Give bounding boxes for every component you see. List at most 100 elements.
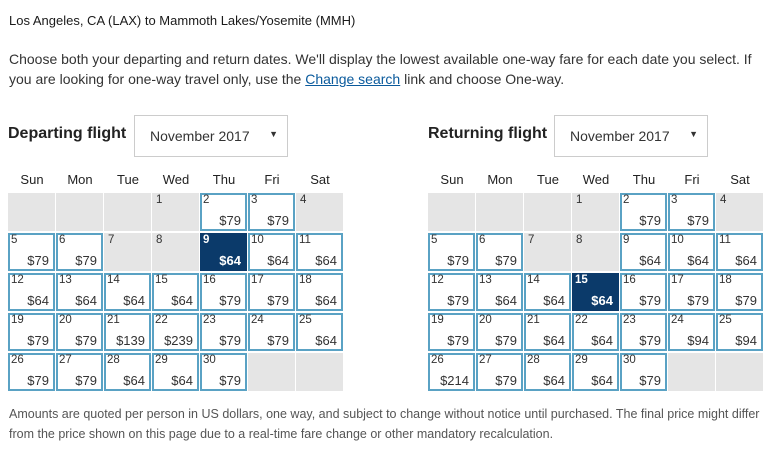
calendar-day-unavailable: 7: [524, 233, 571, 271]
day-number: 1: [576, 194, 583, 206]
calendar-day[interactable]: 2 $79: [620, 193, 667, 231]
day-number: 28: [107, 354, 120, 366]
day-number: 23: [203, 314, 216, 326]
fare-price: $79: [447, 253, 469, 268]
calendar-day-selected[interactable]: 9 $64: [200, 233, 247, 271]
calendar-day[interactable]: 13 $64: [56, 273, 103, 311]
weekday-label: Fri: [684, 172, 700, 187]
calendar-day[interactable]: 29 $64: [152, 353, 199, 391]
calendar-day[interactable]: 24 $79: [248, 313, 295, 351]
fare-price: $79: [219, 213, 241, 228]
day-number: 17: [251, 274, 264, 286]
calendar-day[interactable]: 16 $79: [620, 273, 667, 311]
day-number: 10: [251, 234, 264, 246]
calendar-day[interactable]: 21 $64: [524, 313, 571, 351]
route-title: Los Angeles, CA (LAX) to Mammoth Lakes/Y…: [9, 13, 356, 28]
day-number: 3: [671, 194, 678, 206]
intro-text-after: link and choose One-way.: [400, 71, 565, 87]
fare-price: $64: [123, 373, 145, 388]
departing-weekday-header: Sun Mon Tue Wed Thu Fri Sat: [8, 172, 348, 188]
fare-price: $79: [219, 333, 241, 348]
calendar-day[interactable]: 22 $64: [572, 313, 619, 351]
weekday-label: Mon: [67, 172, 93, 187]
calendar-day[interactable]: 11 $64: [716, 233, 763, 271]
fare-price: $64: [543, 333, 565, 348]
calendar-day-unavailable: 7: [104, 233, 151, 271]
departing-month-select[interactable]: November 2017 ▼: [134, 115, 288, 157]
calendar-day[interactable]: 21 $139: [104, 313, 151, 351]
calendar-day[interactable]: 19 $79: [428, 313, 475, 351]
calendar-day[interactable]: 22 $239: [152, 313, 199, 351]
calendar-day[interactable]: 14 $64: [104, 273, 151, 311]
calendar-day[interactable]: 23 $79: [200, 313, 247, 351]
day-number: 10: [671, 234, 684, 246]
day-number: 14: [107, 274, 120, 286]
calendar-day[interactable]: 16 $79: [200, 273, 247, 311]
calendar-day[interactable]: 10 $64: [248, 233, 295, 271]
fare-price: $79: [639, 293, 661, 308]
intro-text: Choose both your departing and return da…: [9, 49, 769, 89]
calendar-day[interactable]: 30 $79: [200, 353, 247, 391]
calendar-day[interactable]: 5 $79: [8, 233, 55, 271]
calendar-day[interactable]: 27 $79: [476, 353, 523, 391]
day-number: 13: [479, 274, 492, 286]
day-number: 7: [528, 234, 535, 246]
calendar-day[interactable]: 28 $64: [524, 353, 571, 391]
calendar-day[interactable]: 6 $79: [476, 233, 523, 271]
calendar-day[interactable]: 20 $79: [56, 313, 103, 351]
fare-price: $64: [219, 253, 241, 268]
calendar-day[interactable]: 17 $79: [248, 273, 295, 311]
calendar-day[interactable]: 5 $79: [428, 233, 475, 271]
calendar-day[interactable]: 24 $94: [668, 313, 715, 351]
day-number: 12: [11, 274, 24, 286]
day-number: 22: [155, 314, 168, 326]
calendar-day[interactable]: 17 $79: [668, 273, 715, 311]
day-number: 5: [11, 234, 18, 246]
calendar-empty-cell: [56, 193, 103, 231]
fare-price: $79: [267, 213, 289, 228]
calendar-day[interactable]: 29 $64: [572, 353, 619, 391]
calendar-day[interactable]: 3 $79: [668, 193, 715, 231]
day-number: 28: [527, 354, 540, 366]
calendar-day[interactable]: 3 $79: [248, 193, 295, 231]
calendar-day[interactable]: 18 $79: [716, 273, 763, 311]
calendar-day[interactable]: 14 $64: [524, 273, 571, 311]
calendar-day[interactable]: 27 $79: [56, 353, 103, 391]
calendar-day[interactable]: 25 $64: [296, 313, 343, 351]
calendar-day[interactable]: 26 $214: [428, 353, 475, 391]
fare-price: $64: [315, 253, 337, 268]
day-number: 4: [300, 194, 307, 206]
calendar-day[interactable]: 12 $64: [8, 273, 55, 311]
calendar-day[interactable]: 13 $64: [476, 273, 523, 311]
fare-price: $79: [687, 293, 709, 308]
calendar-day[interactable]: 19 $79: [8, 313, 55, 351]
calendar-day-unavailable: 4: [716, 193, 763, 231]
calendar-day[interactable]: 2 $79: [200, 193, 247, 231]
calendar-day[interactable]: 10 $64: [668, 233, 715, 271]
returning-header: Returning flight November 2017 ▼: [428, 115, 768, 159]
calendar-day[interactable]: 23 $79: [620, 313, 667, 351]
weekday-label: Thu: [212, 172, 236, 187]
day-number: 8: [576, 234, 583, 246]
calendar-day[interactable]: 25 $94: [716, 313, 763, 351]
calendar-day[interactable]: 12 $79: [428, 273, 475, 311]
calendar-day[interactable]: 6 $79: [56, 233, 103, 271]
fare-price: $64: [591, 333, 613, 348]
weekday-label: Sun: [20, 172, 44, 187]
calendar-day[interactable]: 11 $64: [296, 233, 343, 271]
calendar-day[interactable]: 15 $64: [152, 273, 199, 311]
change-search-link[interactable]: Change search: [305, 71, 401, 87]
calendar-day[interactable]: 18 $64: [296, 273, 343, 311]
fare-price: $64: [27, 293, 49, 308]
returning-month-select[interactable]: November 2017 ▼: [554, 115, 708, 157]
fare-price: $64: [591, 293, 613, 308]
fare-price: $79: [27, 253, 49, 268]
calendar-day[interactable]: 26 $79: [8, 353, 55, 391]
calendar-day[interactable]: 20 $79: [476, 313, 523, 351]
calendar-day[interactable]: 30 $79: [620, 353, 667, 391]
calendar-day-selected[interactable]: 15 $64: [572, 273, 619, 311]
calendar-day[interactable]: 28 $64: [104, 353, 151, 391]
calendar-day[interactable]: 9 $64: [620, 233, 667, 271]
weekday-label: Wed: [582, 172, 610, 187]
calendar-day-unavailable: 1: [152, 193, 199, 231]
